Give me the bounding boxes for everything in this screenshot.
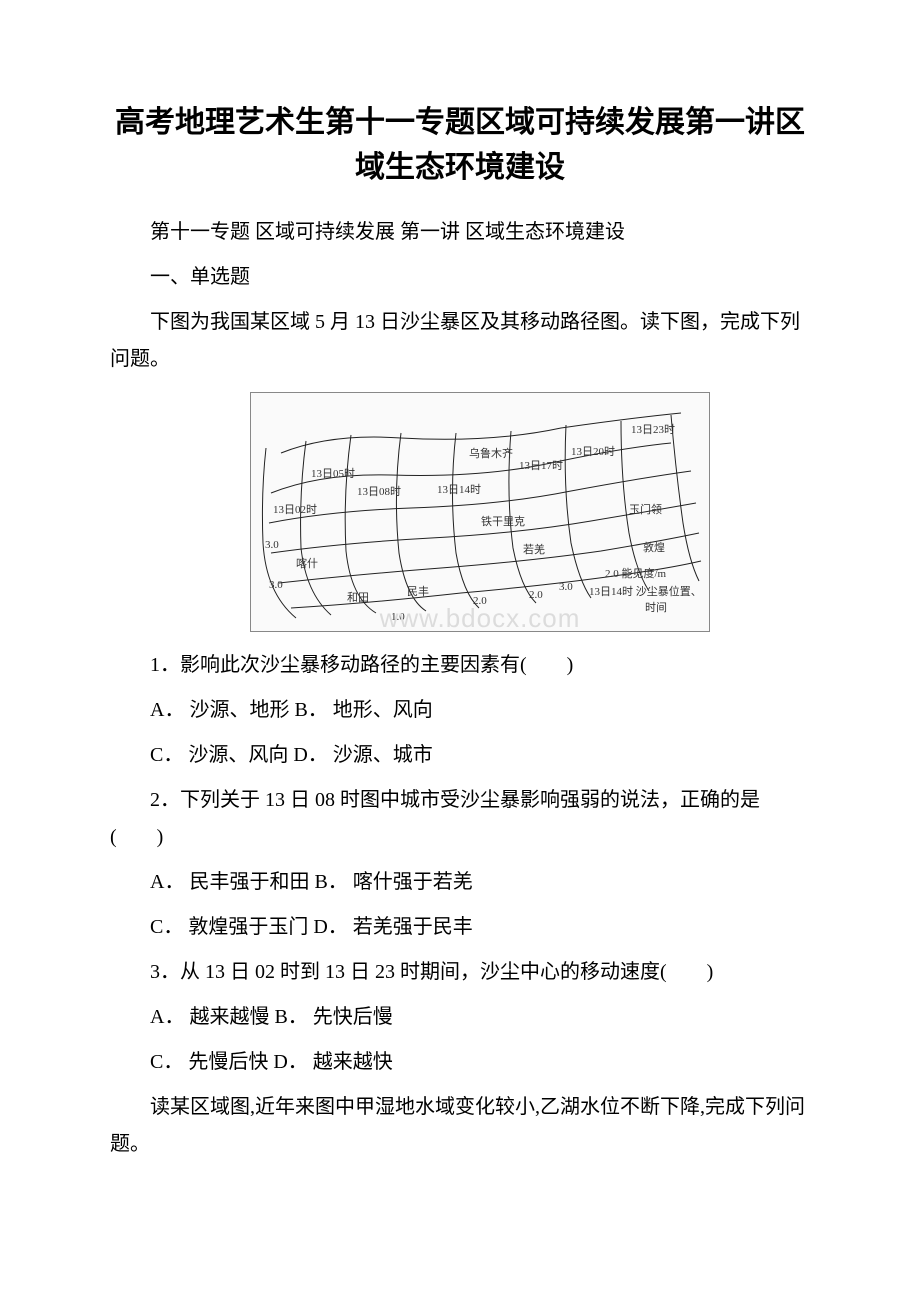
map-label: 13日20时	[571, 443, 615, 459]
page-title: 高考地理艺术生第十一专题区域可持续发展第一讲区域生态环境建设	[110, 100, 810, 190]
question-options: A． 沙源、地形 B． 地形、风向	[110, 692, 810, 729]
map-label: 3.0	[265, 539, 279, 551]
question-stem: 3．从 13 日 02 时到 13 日 23 时期间，沙尘中心的移动速度( )	[110, 954, 810, 991]
map-figure: 乌鲁木齐 13日17时 13日20时 13日23时 13日14时 13日08时13日05时…	[250, 392, 710, 632]
map-label: 13日14时 沙尘暴位置、	[589, 583, 702, 599]
map-label: 3.0	[269, 579, 283, 591]
question-stem: 1．影响此次沙尘暴移动路径的主要因素有( )	[110, 647, 810, 684]
figure-container: 乌鲁木齐 13日17时 13日20时 13日23时 13日14时 13日08时13日05时…	[150, 392, 810, 637]
intro-paragraph: 下图为我国某区域 5 月 13 日沙尘暴区及其移动路径图。读下图，完成下列问题。	[110, 304, 810, 378]
map-label: 2.0	[529, 589, 543, 601]
map-label: 13日17时	[519, 457, 563, 473]
subtitle: 第十一专题 区域可持续发展 第一讲 区域生态环境建设	[110, 214, 810, 251]
map-label: 若羌	[523, 541, 545, 557]
question-options: C． 敦煌强于玉门 D． 若羌强于民丰	[110, 909, 810, 946]
closing-paragraph: 读某区域图,近年来图中甲湿地水域变化较小,乙湖水位不断下降,完成下列问题。	[110, 1089, 810, 1163]
question-stem: 2．下列关于 13 日 08 时图中城市受沙尘暴影响强弱的说法，正确的是( )	[110, 782, 810, 856]
map-label: 民丰	[407, 583, 429, 599]
map-label: 喀什	[296, 555, 318, 571]
map-label: 13日08时	[357, 483, 401, 499]
map-label: 2.0 能见度/m	[605, 565, 666, 581]
question-options: C． 先慢后快 D． 越来越快	[110, 1044, 810, 1081]
map-label: 敦煌	[643, 539, 665, 555]
map-label: 乌鲁木齐	[469, 445, 513, 461]
map-label: 13日02时	[273, 501, 317, 517]
map-label: 2.0	[473, 595, 487, 607]
map-label: 1.0	[391, 611, 405, 623]
map-label: 13日14时	[437, 481, 481, 497]
map-label: 13日05时	[311, 465, 355, 481]
map-label: 13日23时	[631, 421, 675, 437]
map-label: 玉门领	[629, 501, 662, 517]
map-label: 铁干里克	[481, 513, 525, 529]
question-options: A． 民丰强于和田 B． 喀什强于若羌	[110, 864, 810, 901]
map-label: 时间	[645, 599, 667, 615]
map-label: 3.0	[559, 581, 573, 593]
section-heading: 一、单选题	[110, 259, 810, 296]
question-options: A． 越来越慢 B． 先快后慢	[110, 999, 810, 1036]
map-label: 和田	[347, 589, 369, 605]
question-options: C． 沙源、风向 D． 沙源、城市	[110, 737, 810, 774]
